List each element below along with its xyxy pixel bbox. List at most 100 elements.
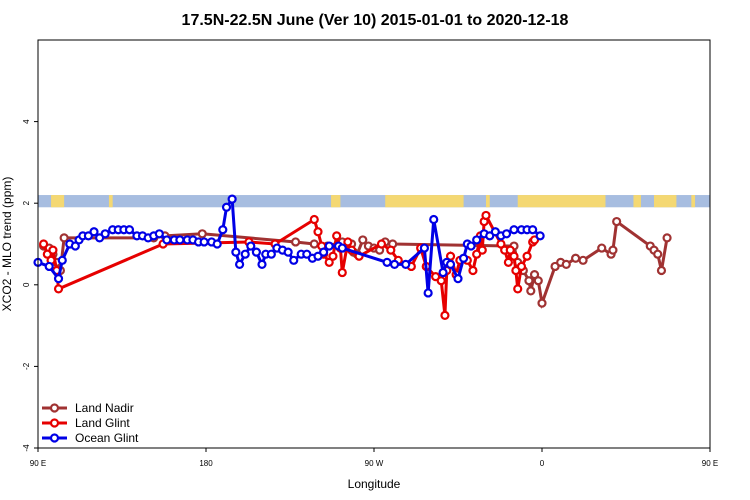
series-2-point-20 [154,229,164,239]
series-1-point-38 [477,245,487,255]
series-2-point-66 [472,235,482,245]
land-segment-4 [486,195,490,208]
series-0-point-28 [533,276,543,286]
legend-label-2: Ocean Glint [75,431,139,445]
series-2-point-44 [289,255,299,265]
x-axis: 90 E 180 90 W 0 90 E [30,448,718,468]
x-tick-label-2: 90 W [365,459,384,468]
series-0-point-10 [309,239,319,249]
y-axis: -4 -2 0 2 4 [22,119,38,452]
ocean-band [38,195,710,208]
land-segment-5 [517,195,606,208]
series-1-point-35 [468,265,478,276]
series-2-point-15 [124,225,135,235]
series-2-point-50 [324,241,334,251]
series-1-point-48 [516,261,527,272]
land-segment-2 [331,195,341,208]
series-1-point-22 [386,245,396,255]
series-2-point-40 [266,249,276,259]
series-1 [38,210,540,320]
series-0-point-43 [662,233,672,243]
series-0-point-38 [612,216,622,227]
series-2-point-54 [389,259,400,269]
series-1-point-5 [53,284,64,294]
series-0-point-35 [597,243,607,253]
series-2-point-58 [429,214,439,225]
series-2-point-63 [459,253,469,263]
y-axis-label: XCO2 - MLO trend (ppm) [0,177,14,312]
series-1-point-21 [376,239,387,249]
x-axis-label: Longitude [348,477,401,491]
series-2-point-23 [175,235,185,245]
series-2-point-72 [509,225,519,235]
series-2-point-3 [57,255,67,265]
series-2-point-43 [283,247,293,257]
land-segment-1 [108,195,113,208]
series-2-point-61 [445,259,456,269]
series-0-point-16 [358,235,368,245]
land-segment-0 [51,195,65,208]
series-2-point-49 [319,247,329,257]
land-segment-7 [654,195,677,208]
series-2-point-21 [162,235,172,245]
series-0-point-26 [526,286,536,296]
series-1-point-45 [509,251,519,261]
series-2-point-65 [466,241,476,251]
series-2-point-37 [251,247,261,257]
series-2-point-9 [89,227,99,237]
series-2-point-55 [401,259,411,269]
y-tick-label-4: 4 [22,119,31,124]
series-0-point-32 [561,259,571,269]
series-2-point-71 [501,229,512,239]
series-2-point-1 [44,261,54,272]
series-0-point-41 [653,249,663,259]
x-tick-label-0: 90 E [30,459,46,468]
series-2 [33,194,545,298]
series-2-point-52 [337,243,347,253]
series-2-point-62 [453,274,463,284]
series-1-point-29 [440,310,450,320]
legend-marker-0 [49,403,60,413]
series-2-point-31 [221,202,232,212]
series-2-point-29 [212,239,222,249]
series-1-point-0 [38,239,49,249]
y-tick-label-1: -2 [22,362,31,370]
series-2-point-35 [240,249,250,259]
series-2-point-34 [235,259,245,269]
series-0-point-42 [656,265,667,276]
y-tick-label-0: -4 [22,444,31,452]
legend-label-1: Land Glint [75,416,130,430]
x-tick-label-3: 0 [540,459,545,468]
series-2-point-38 [257,259,267,269]
land-segment-8 [691,195,696,208]
series-0-point-9 [291,237,301,247]
series-0-point-34 [578,255,588,265]
series-2-point-56 [419,243,429,253]
series-1-point-28 [436,276,446,286]
x-tick-label-4: 90 E [702,459,718,468]
series-2-point-76 [535,231,545,241]
series-0-point-37 [608,245,618,255]
series-0 [38,216,672,310]
land-segment-3 [385,195,464,208]
series-2-point-59 [438,267,448,278]
series-layer [33,194,672,320]
series-1-point-49 [522,251,532,261]
chart-title: 17.5N-22.5N June (Ver 10) 2015-01-01 to … [182,12,569,29]
land-segment-6 [633,195,641,208]
series-2-point-75 [528,225,538,235]
series-1-point-43 [503,257,513,267]
legend-marker-2 [49,433,60,443]
y-tick-label-3: 2 [22,200,31,205]
legend-label-0: Land Nadir [75,401,134,415]
series-1-point-18 [343,237,353,247]
series-1-point-15 [332,231,342,241]
series-0-point-8 [197,229,207,239]
series-1-point-40 [481,210,491,221]
series-line-1 [42,211,536,316]
series-1-point-14 [328,251,338,261]
series-1-point-9 [309,214,319,225]
series-1-point-10 [313,227,323,237]
